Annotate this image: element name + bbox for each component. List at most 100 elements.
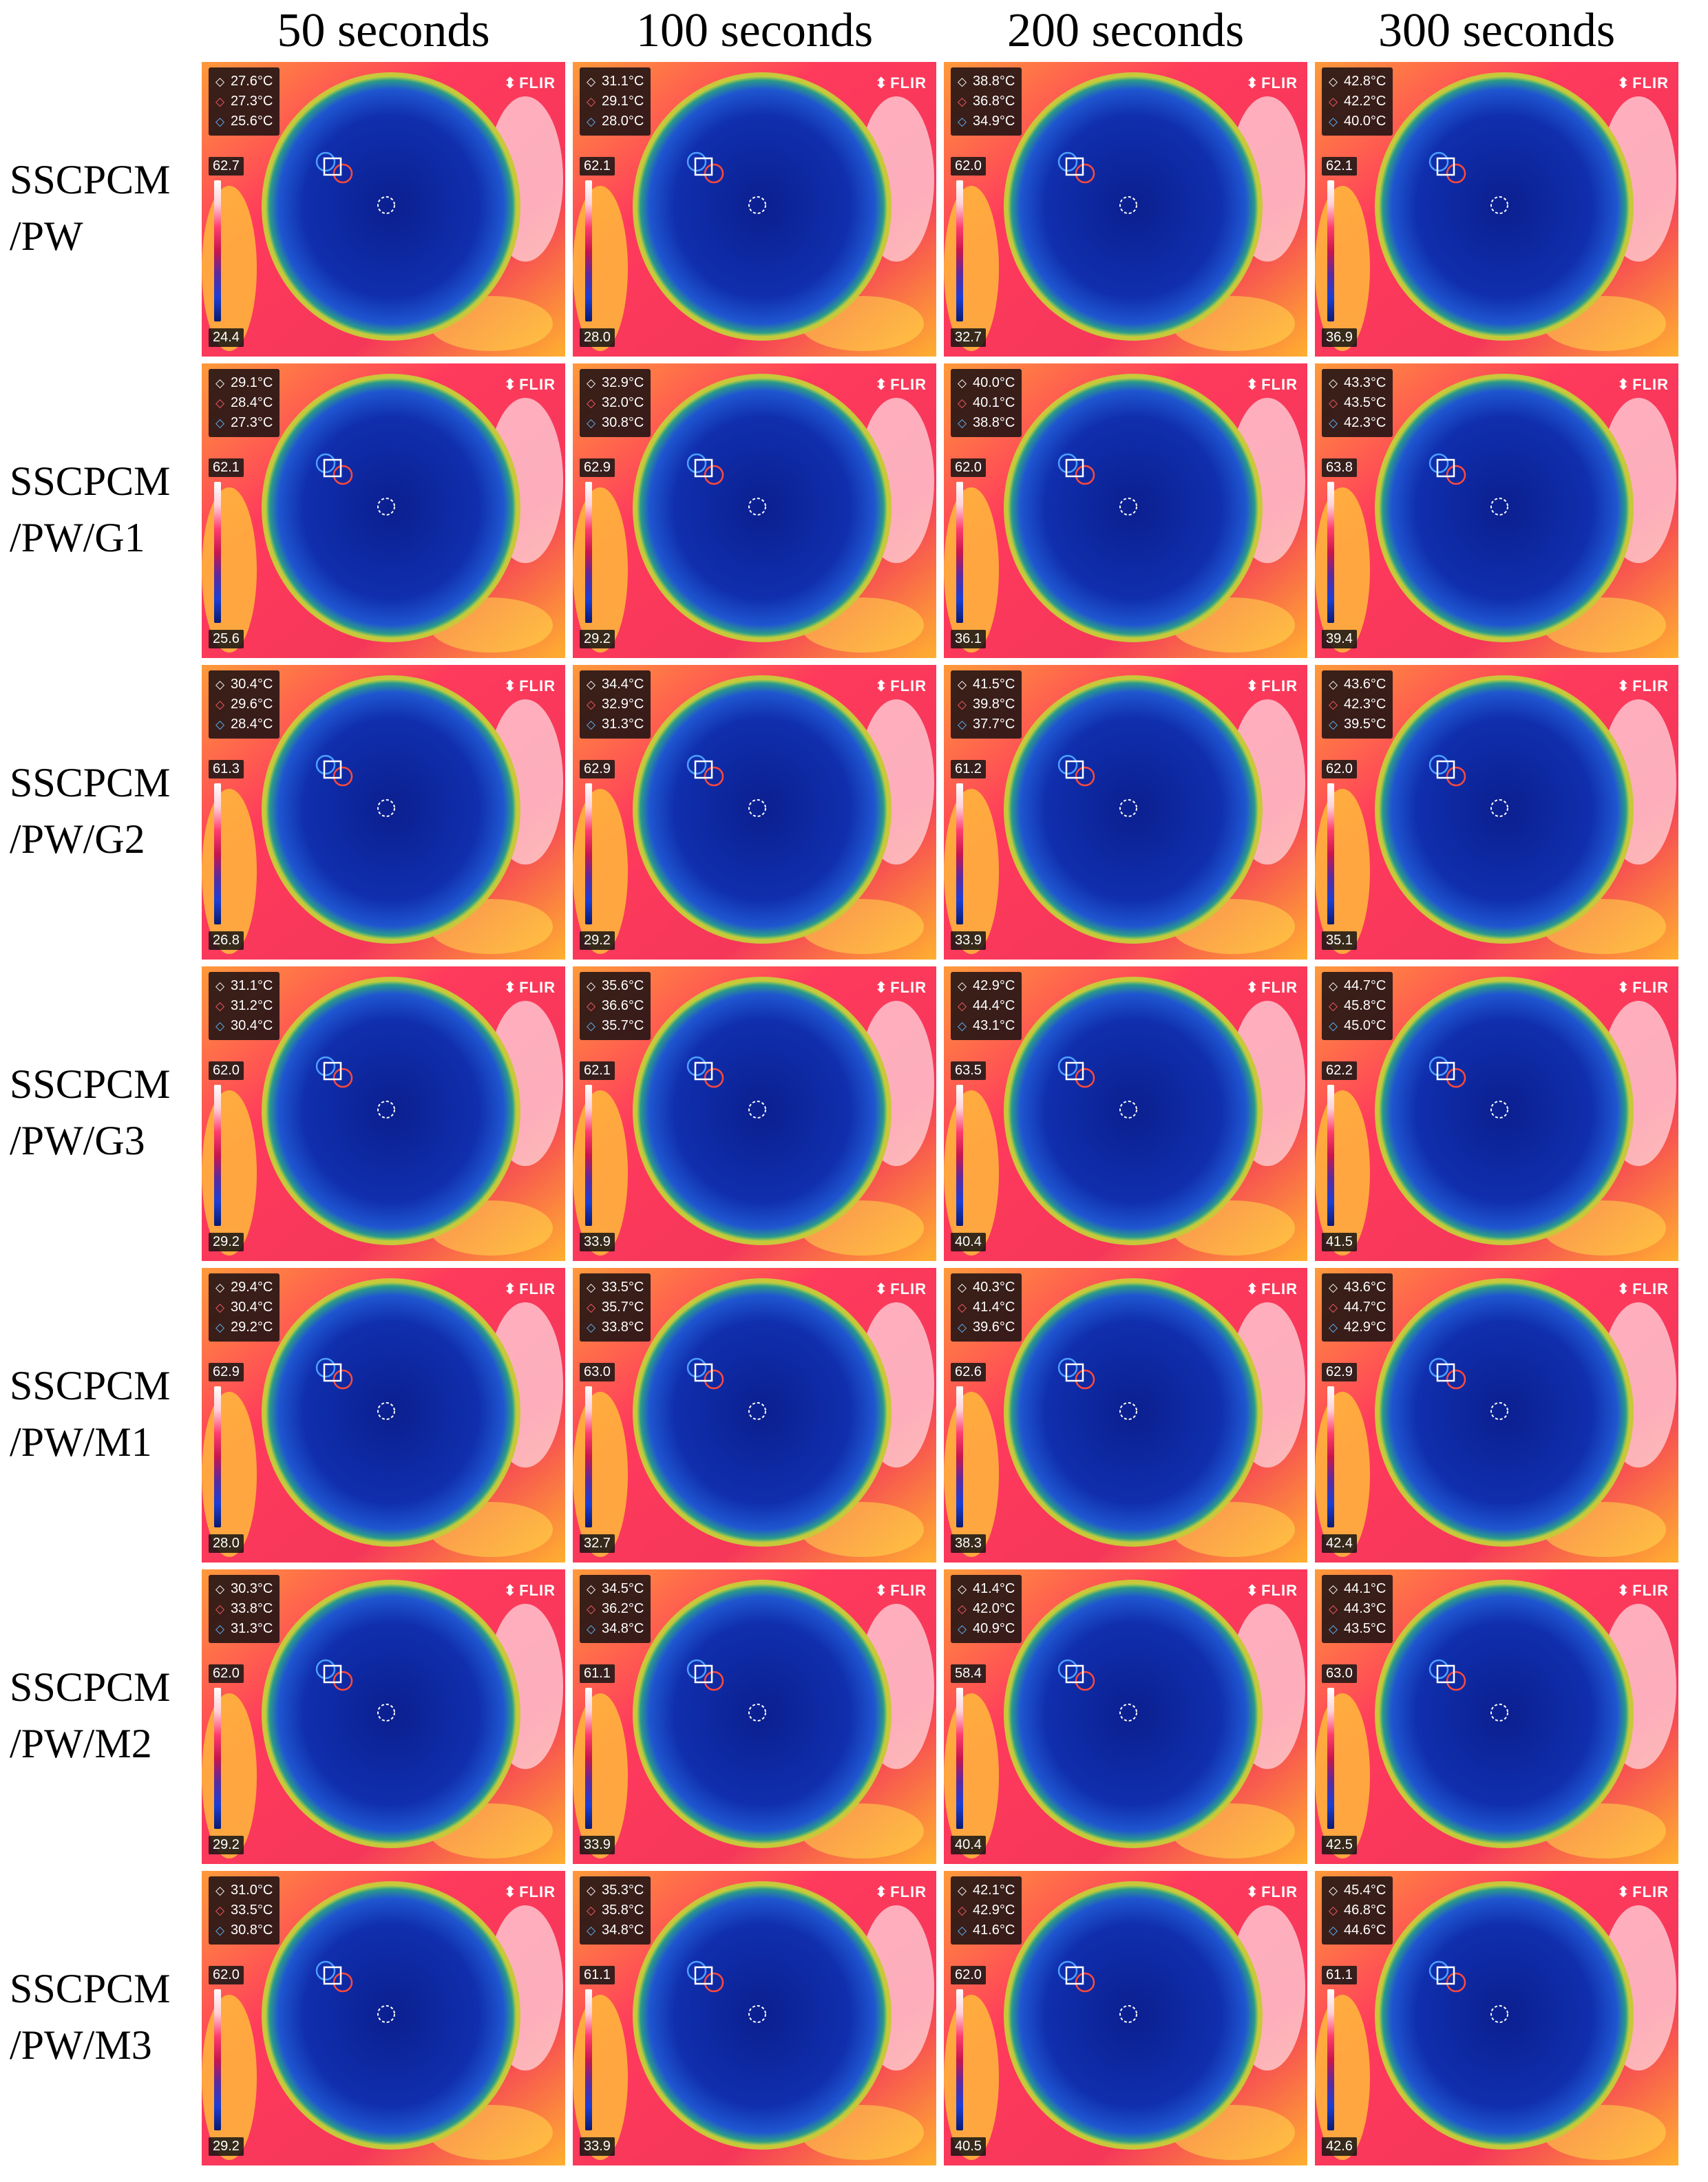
flir-logo-icon: ⬍ <box>1245 979 1260 996</box>
temperature-value: 28.4°C <box>231 717 273 732</box>
flir-logo-text: FLIR <box>1632 376 1669 393</box>
temperature-readout: ◇ 35.7°C <box>587 1297 644 1317</box>
color-scale-bar <box>585 783 592 924</box>
spot-marker-white-icon: ◇ <box>587 1281 596 1294</box>
temperature-value: 34.5°C <box>602 1581 644 1596</box>
thermal-image: ◇ 42.8°C ◇ 42.2°C ◇ 40.0°C 62.1 36.9 ⬍ FLIR <box>1315 62 1678 357</box>
temperature-readout: ◇ 40.1°C <box>958 393 1015 413</box>
temperature-value: 28.0°C <box>602 114 644 129</box>
temperature-value: 32.9°C <box>602 375 644 390</box>
scale-min-label: 29.2 <box>580 931 615 950</box>
temperature-readout: ◇ 42.9°C <box>1329 1317 1386 1337</box>
temperature-readouts: ◇ 45.4°C ◇ 46.8°C ◇ 44.6°C <box>1322 1876 1393 1945</box>
temperature-readouts: ◇ 29.1°C ◇ 28.4°C ◇ 27.3°C <box>209 369 280 437</box>
spot-marker-white-icon: ◇ <box>215 979 225 993</box>
temperature-readout: ◇ 42.9°C <box>958 976 1015 996</box>
spot-marker-blue-icon: ◇ <box>958 1622 967 1635</box>
color-scale-bar <box>1327 783 1334 924</box>
temperature-readouts: ◇ 29.4°C ◇ 30.4°C ◇ 29.2°C <box>209 1273 280 1342</box>
temperature-readout: ◇ 31.0°C <box>215 1881 273 1900</box>
thermal-scene <box>944 1569 1307 1864</box>
scale-max-label: 63.8 <box>1322 458 1357 477</box>
scale-max-label: 62.0 <box>209 1664 244 1683</box>
flir-logo: ⬍ FLIR <box>1246 1280 1298 1298</box>
temperature-readout: ◇ 39.8°C <box>958 695 1015 714</box>
flir-logo: ⬍ FLIR <box>1246 74 1298 92</box>
flir-logo-icon: ⬍ <box>874 74 889 92</box>
scale-max-label: 62.9 <box>209 1363 244 1381</box>
scale-max-label: 61.3 <box>209 760 244 778</box>
thermal-image: ◇ 35.3°C ◇ 35.8°C ◇ 34.8°C 61.1 33.9 ⬍ FLIR <box>573 1871 936 2165</box>
color-scale-bar <box>956 1085 963 1226</box>
temperature-value: 37.7°C <box>973 717 1015 732</box>
thermal-image: ◇ 44.7°C ◇ 45.8°C ◇ 45.0°C 62.2 41.5 ⬍ FLIR <box>1315 966 1678 1261</box>
spot-marker-white-icon: ◇ <box>958 678 967 691</box>
spot-marker-blue-icon: ◇ <box>958 1321 967 1334</box>
thermal-scene <box>1315 665 1678 960</box>
color-scale-bar <box>585 482 592 623</box>
temperature-readout: ◇ 44.6°C <box>1329 1920 1386 1940</box>
temperature-readout: ◇ 40.9°C <box>958 1619 1015 1639</box>
row-label-line1: SSCPCM <box>10 1363 171 1408</box>
temperature-value: 30.4°C <box>231 1300 273 1315</box>
flir-logo-text: FLIR <box>1261 1582 1298 1599</box>
color-scale-bar <box>1327 1085 1334 1226</box>
temperature-readout: ◇ 27.6°C <box>215 72 273 92</box>
flir-logo-icon: ⬍ <box>874 1582 889 1599</box>
flir-logo-text: FLIR <box>890 376 927 393</box>
row-label-line1: SSCPCM <box>10 1061 171 1107</box>
spot-marker-red-icon: ◇ <box>587 1904 596 1917</box>
color-scale-bar <box>1327 1386 1334 1527</box>
spot-marker-blue-icon: ◇ <box>1329 416 1338 430</box>
color-scale-bar <box>1327 1989 1334 2130</box>
row-label-line2: /PW/M3 <box>10 2022 152 2068</box>
flir-logo: ⬍ FLIR <box>875 979 927 997</box>
color-scale-bar <box>214 1688 221 1829</box>
temperature-value: 43.5°C <box>1344 1621 1387 1636</box>
spot-marker-red-icon: ◇ <box>958 1301 967 1314</box>
spot-marker-white-icon: ◇ <box>958 377 967 390</box>
temperature-readout: ◇ 34.4°C <box>587 675 644 695</box>
thermal-image: ◇ 42.1°C ◇ 42.9°C ◇ 41.6°C 62.0 40.5 ⬍ FLIR <box>944 1871 1307 2165</box>
scale-max-label: 62.0 <box>209 1966 244 1984</box>
temperature-value: 42.3°C <box>1344 415 1387 430</box>
temperature-readout: ◇ 37.7°C <box>958 714 1015 734</box>
flir-logo: ⬍ FLIR <box>504 979 556 997</box>
spot-marker-white-icon: ◇ <box>587 377 596 390</box>
temperature-readouts: ◇ 41.5°C ◇ 39.8°C ◇ 37.7°C <box>951 670 1022 739</box>
spot-marker-red-icon: ◇ <box>587 1602 596 1616</box>
spot-marker-blue-icon: ◇ <box>958 1924 967 1937</box>
color-scale-bar <box>1327 180 1334 321</box>
spot-marker-red-icon: ◇ <box>215 698 225 711</box>
spot-marker-blue-icon: ◇ <box>587 1019 596 1032</box>
spot-marker-red-icon: ◇ <box>958 698 967 711</box>
flir-logo-icon: ⬍ <box>1616 1280 1631 1297</box>
scale-max-label: 62.1 <box>209 458 244 477</box>
thermal-image: ◇ 40.3°C ◇ 41.4°C ◇ 39.6°C 62.6 38.3 ⬍ FLIR <box>944 1268 1307 1563</box>
flir-logo-icon: ⬍ <box>1616 677 1631 695</box>
color-scale-bar <box>1327 1688 1334 1829</box>
thermal-image: ◇ 27.6°C ◇ 27.3°C ◇ 25.6°C 62.7 24.4 ⬍ FLIR <box>202 62 565 357</box>
spot-marker-blue-icon: ◇ <box>587 416 596 430</box>
flir-logo-text: FLIR <box>1632 74 1669 92</box>
spot-marker-red-icon: ◇ <box>958 396 967 410</box>
temperature-value: 33.5°C <box>231 1903 273 1918</box>
row-label-line1: SSCPCM <box>10 1664 171 1710</box>
spot-marker-blue-icon: ◇ <box>215 1924 225 1937</box>
scale-min-label: 28.0 <box>580 328 615 347</box>
temperature-readout: ◇ 38.8°C <box>958 413 1015 433</box>
temperature-readouts: ◇ 30.4°C ◇ 29.6°C ◇ 28.4°C <box>209 670 280 739</box>
spot-marker-red-icon: ◇ <box>215 1301 225 1314</box>
spot-marker-blue-icon: ◇ <box>215 416 225 430</box>
flir-logo: ⬍ FLIR <box>1246 979 1298 997</box>
temperature-readouts: ◇ 43.6°C ◇ 44.7°C ◇ 42.9°C <box>1322 1273 1393 1342</box>
scale-max-label: 62.0 <box>209 1061 244 1080</box>
temperature-readout: ◇ 41.6°C <box>958 1920 1015 1940</box>
temperature-readouts: ◇ 43.3°C ◇ 43.5°C ◇ 42.3°C <box>1322 369 1393 437</box>
temperature-value: 46.8°C <box>1344 1903 1387 1918</box>
flir-logo-text: FLIR <box>1632 677 1669 695</box>
temperature-readout: ◇ 45.4°C <box>1329 1881 1386 1900</box>
flir-logo: ⬍ FLIR <box>504 1280 556 1298</box>
temperature-value: 31.0°C <box>231 1883 273 1898</box>
